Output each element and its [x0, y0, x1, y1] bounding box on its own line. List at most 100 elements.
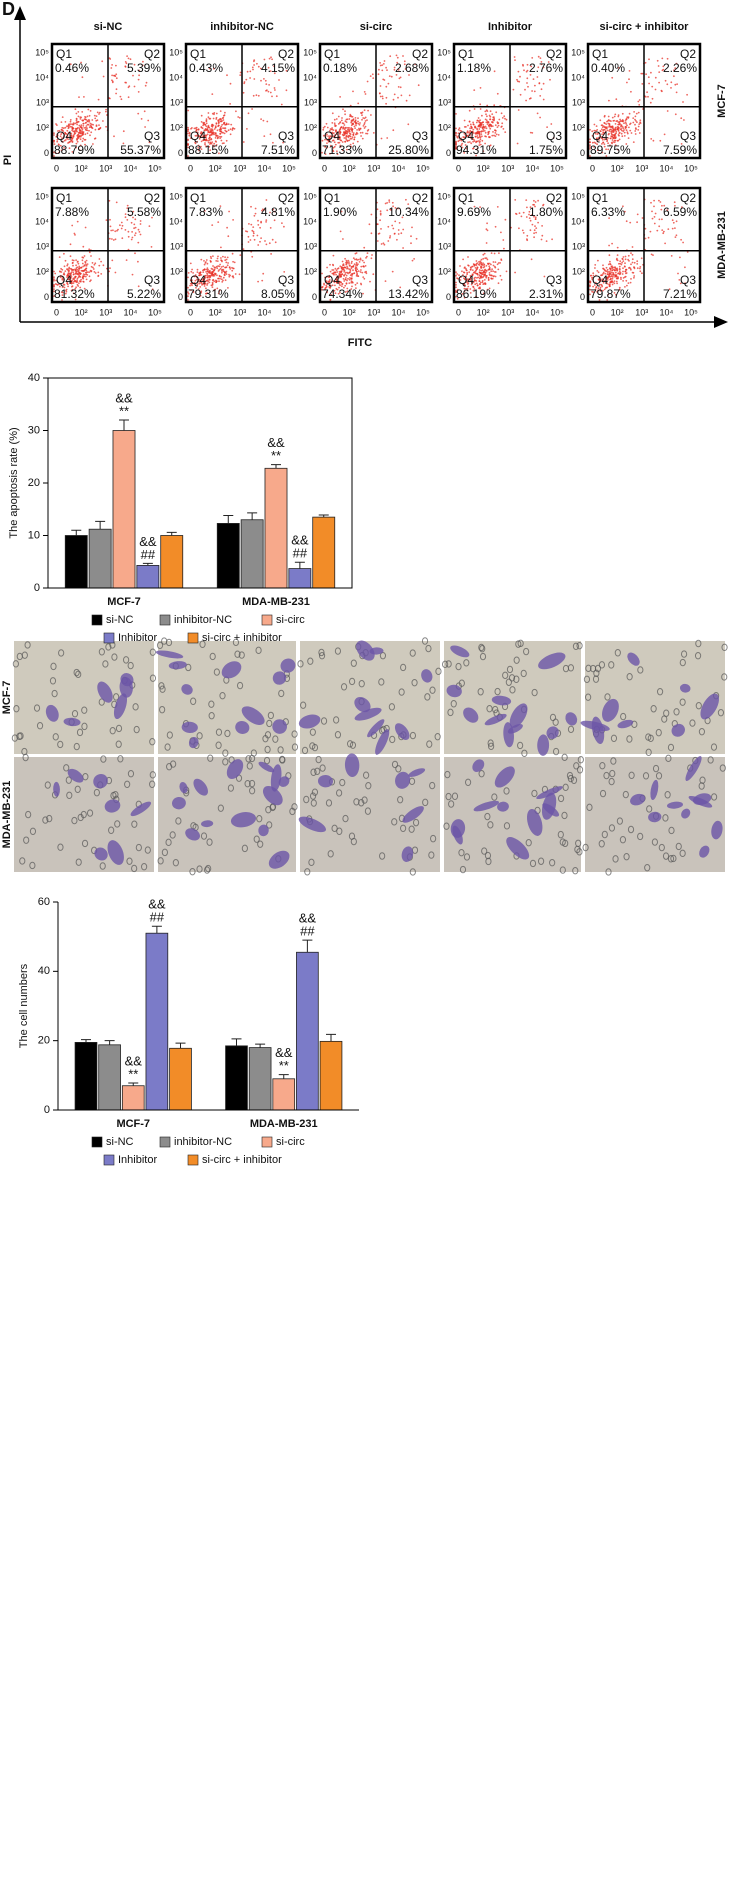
event-dot — [334, 143, 337, 146]
quadrant-label: Q2 — [412, 47, 428, 61]
event-dot — [455, 144, 457, 146]
event-dot — [522, 211, 525, 214]
event-dot — [633, 276, 635, 279]
event-dot — [188, 134, 191, 137]
event-dot — [53, 132, 55, 135]
event-dot — [479, 103, 482, 106]
quadrant-label: Q4 — [56, 273, 72, 287]
event-dot — [81, 259, 84, 262]
event-dot — [351, 115, 354, 118]
event-dot — [62, 127, 65, 130]
flow-panel: 0010²10²10³10³10⁴10⁴10⁵10⁵Q17.88%Q25.58%… — [35, 186, 166, 317]
row-label: MDA-MB-231 — [1, 781, 13, 849]
event-dot — [217, 277, 220, 280]
event-dot — [547, 61, 550, 63]
event-dot — [535, 231, 537, 234]
event-dot — [351, 136, 354, 139]
event-dot — [60, 149, 63, 152]
event-dot — [613, 141, 616, 144]
y-tick-label: 0 — [446, 292, 451, 302]
event-dot — [631, 271, 634, 274]
event-dot — [383, 79, 386, 81]
event-dot — [503, 115, 506, 118]
event-dot — [72, 273, 75, 276]
event-dot — [86, 120, 89, 123]
event-dot — [595, 129, 597, 132]
event-dot — [264, 79, 267, 82]
event-dot — [101, 60, 104, 63]
event-dot — [53, 151, 55, 154]
y-tick-label: 40 — [28, 372, 40, 384]
legend-swatch — [159, 614, 171, 626]
event-dot — [79, 276, 82, 278]
event-dot — [58, 283, 60, 286]
event-dot — [208, 67, 211, 70]
event-dot — [342, 132, 345, 134]
event-dot — [275, 95, 278, 98]
event-dot — [408, 74, 410, 76]
event-dot — [78, 96, 80, 98]
significance-label: ## — [141, 547, 156, 562]
event-dot — [612, 141, 615, 143]
event-dot — [207, 141, 210, 144]
event-dot — [55, 279, 57, 282]
event-dot — [475, 282, 478, 285]
event-dot — [480, 271, 482, 274]
event-dot — [125, 259, 128, 261]
event-dot — [619, 118, 621, 121]
event-dot — [481, 276, 484, 279]
event-dot — [500, 231, 502, 234]
event-dot — [234, 273, 237, 275]
event-dot — [187, 144, 189, 146]
event-dot — [77, 120, 80, 123]
event-dot — [75, 112, 78, 115]
event-dot — [478, 144, 481, 147]
event-dot — [223, 132, 226, 135]
event-dot — [399, 76, 402, 79]
event-dot — [187, 276, 189, 279]
event-dot — [208, 145, 211, 148]
event-dot — [485, 109, 488, 112]
quadrant-value: 2.76% — [529, 61, 563, 75]
event-dot — [408, 94, 411, 97]
y-tick-label: 10⁵ — [571, 191, 585, 201]
event-dot — [402, 228, 405, 231]
event-dot — [226, 74, 228, 77]
event-dot — [206, 276, 209, 279]
event-dot — [603, 128, 605, 131]
event-dot — [393, 93, 396, 96]
event-dot — [282, 141, 284, 144]
event-dot — [239, 254, 242, 256]
event-dot — [466, 130, 469, 133]
event-dot — [684, 266, 686, 269]
event-dot — [380, 228, 382, 230]
legend-swatch — [187, 1154, 199, 1166]
event-dot — [63, 139, 66, 142]
quadrant-label: Q4 — [592, 273, 608, 287]
event-dot — [611, 116, 614, 119]
event-dot — [481, 114, 483, 117]
event-dot — [622, 280, 624, 282]
event-dot — [636, 121, 638, 124]
x-tick-label: 0 — [188, 163, 193, 173]
event-dot — [469, 123, 472, 126]
event-dot — [596, 149, 599, 152]
event-dot — [621, 261, 623, 264]
event-dot — [257, 224, 260, 226]
event-dot — [332, 254, 335, 257]
event-dot — [111, 80, 114, 83]
quadrant-value: 7.51% — [261, 143, 295, 157]
event-dot — [625, 272, 628, 274]
event-dot — [283, 225, 285, 228]
quadrant-value: 7.88% — [55, 205, 89, 219]
event-dot — [524, 88, 526, 91]
event-dot — [680, 238, 682, 241]
event-dot — [97, 128, 100, 131]
y-tick-label: 60 — [38, 896, 50, 908]
event-dot — [597, 259, 599, 262]
event-dot — [389, 236, 391, 239]
event-dot — [523, 69, 525, 72]
x-tick-label: 10⁵ — [550, 307, 564, 317]
event-dot — [475, 268, 478, 271]
